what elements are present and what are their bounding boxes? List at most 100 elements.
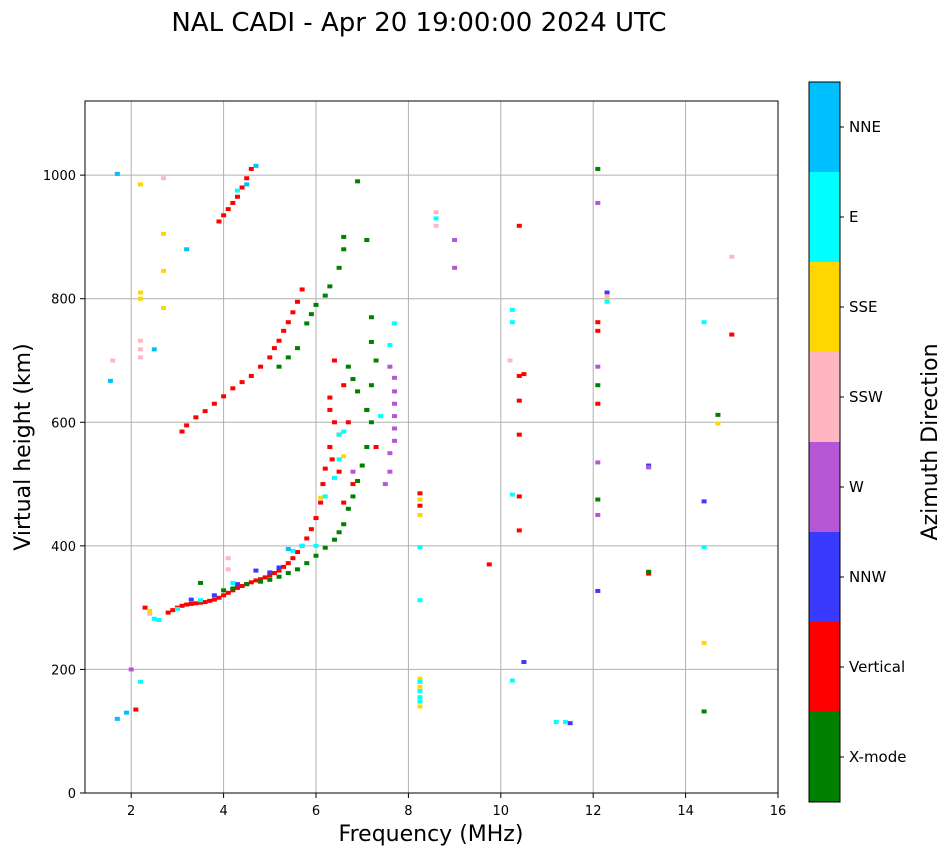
colorbar-label: W — [849, 478, 864, 496]
colorbar-label: X-mode — [849, 748, 906, 766]
data-point — [341, 234, 347, 239]
data-point — [285, 571, 291, 576]
data-point — [248, 166, 254, 171]
data-point — [230, 586, 236, 591]
colorbar: X-mode Vertical NNW W SSW SSE E NNE — [808, 81, 906, 803]
series-nne — [107, 163, 291, 721]
data-point — [368, 420, 374, 425]
data-point — [507, 358, 513, 363]
data-point — [373, 445, 379, 449]
data-point — [345, 420, 351, 425]
data-point — [595, 166, 601, 171]
data-point — [313, 302, 319, 307]
data-point — [433, 210, 439, 215]
data-point — [216, 219, 222, 224]
data-point — [452, 265, 458, 270]
data-point — [234, 582, 240, 587]
x-tick-label: 2 — [127, 804, 135, 819]
data-point — [452, 238, 458, 243]
data-point — [313, 516, 319, 521]
data-point — [341, 454, 347, 459]
data-point — [350, 494, 356, 499]
data-point — [417, 512, 423, 517]
data-point — [392, 438, 398, 443]
data-point — [341, 383, 347, 388]
data-point — [341, 522, 347, 527]
data-point — [211, 401, 217, 406]
y-tick-label: 800 — [51, 293, 76, 308]
data-point — [345, 506, 351, 511]
data-point — [110, 358, 116, 363]
data-point — [355, 179, 361, 184]
data-point — [646, 569, 652, 574]
data-point — [392, 321, 398, 326]
data-point — [417, 699, 423, 704]
data-point — [137, 182, 143, 187]
colorbar-label: SSE — [849, 298, 878, 316]
plot-area: 2 4 6 8 10 12 14 16 0 200 400 600 800 1000 — [43, 100, 787, 819]
colorbar-title: Azimuth Direction — [918, 343, 943, 540]
x-tick-label: 4 — [219, 804, 227, 819]
y-tick-label: 200 — [51, 663, 76, 678]
data-point — [193, 601, 199, 606]
x-tick-label: 16 — [770, 804, 787, 819]
data-point — [267, 355, 273, 360]
data-point — [327, 284, 333, 289]
data-point — [133, 707, 139, 712]
data-point — [221, 588, 227, 593]
data-point — [244, 176, 250, 181]
data-point — [207, 598, 213, 603]
data-point — [313, 553, 319, 558]
data-point — [281, 328, 287, 333]
data-point — [267, 570, 273, 575]
colorbar-label: E — [849, 208, 858, 226]
data-point — [165, 610, 171, 615]
data-point — [329, 457, 335, 462]
data-point — [509, 492, 515, 497]
data-point — [387, 364, 393, 369]
data-point — [368, 315, 374, 320]
data-point — [225, 556, 231, 561]
data-point — [322, 545, 328, 550]
data-point — [486, 562, 492, 567]
colorbar-segment — [809, 172, 840, 262]
data-point — [137, 290, 143, 295]
data-point — [331, 537, 337, 542]
x-axis-label: Frequency (MHz) — [339, 822, 524, 847]
data-point — [114, 716, 120, 721]
data-point — [417, 545, 423, 550]
colorbar-label: NNE — [849, 118, 881, 136]
colorbar-segment — [809, 262, 840, 352]
colorbar-label: Vertical — [849, 658, 905, 676]
data-point — [417, 679, 423, 684]
data-point — [137, 338, 143, 343]
data-point — [318, 495, 324, 500]
data-point — [151, 616, 157, 621]
data-point — [230, 386, 236, 391]
data-point — [350, 377, 356, 382]
data-point — [327, 395, 333, 400]
y-tick-label: 600 — [51, 416, 76, 431]
data-point — [331, 475, 337, 480]
data-point — [509, 307, 515, 312]
data-point — [188, 601, 194, 606]
data-point — [276, 574, 282, 579]
data-point — [174, 606, 180, 611]
data-point — [417, 704, 423, 709]
data-point — [595, 383, 601, 388]
data-point — [244, 582, 250, 587]
data-point — [322, 494, 328, 499]
data-point — [184, 247, 190, 252]
data-point — [161, 231, 167, 236]
data-point — [646, 465, 652, 470]
data-point — [368, 383, 374, 388]
data-point — [216, 595, 222, 600]
x-tick-label: 8 — [404, 804, 412, 819]
data-point — [729, 332, 735, 337]
data-point — [701, 640, 707, 645]
data-point — [137, 679, 143, 684]
x-tick-label: 10 — [493, 804, 510, 819]
data-point — [595, 512, 601, 517]
data-point — [225, 590, 231, 595]
